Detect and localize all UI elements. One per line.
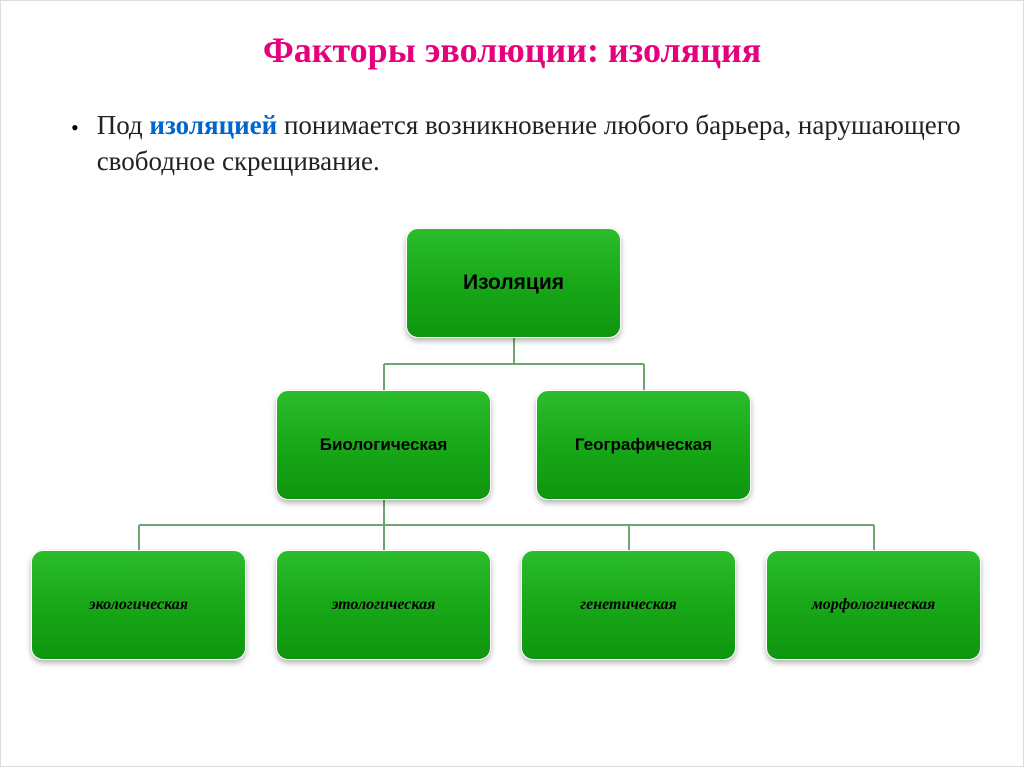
tree-node-label: генетическая bbox=[580, 596, 676, 614]
connector-line bbox=[384, 363, 644, 365]
tree-node-label: экологическая bbox=[89, 596, 188, 614]
tree-node-label: Изоляция bbox=[463, 271, 564, 295]
tree-node-bio: Биологическая bbox=[276, 390, 491, 500]
tree-node-root: Изоляция bbox=[406, 228, 621, 338]
tree-node-label: морфологическая bbox=[812, 596, 935, 614]
connector-line bbox=[628, 525, 630, 550]
tree-node-geo: Географическая bbox=[536, 390, 751, 500]
tree-node-label: этологическая bbox=[332, 596, 436, 614]
connector-line bbox=[513, 338, 515, 364]
connector-line bbox=[139, 524, 874, 526]
connector-line bbox=[643, 364, 645, 390]
tree-node-eco: экологическая bbox=[31, 550, 246, 660]
definition-text: Под изоляцией понимается возникновение л… bbox=[97, 107, 963, 180]
tree-node-label: Географическая bbox=[575, 435, 712, 455]
page-title: Факторы эволюции: изоляция bbox=[1, 1, 1023, 71]
tree-node-label: Биологическая bbox=[320, 435, 448, 455]
connector-line bbox=[383, 364, 385, 390]
connector-line bbox=[138, 525, 140, 550]
connector-line bbox=[873, 525, 875, 550]
definition-keyword: изоляцией bbox=[149, 110, 277, 140]
definition-pre: Под bbox=[97, 110, 150, 140]
connector-line bbox=[383, 525, 385, 550]
tree-node-mor: морфологическая bbox=[766, 550, 981, 660]
tree-node-gen: генетическая bbox=[521, 550, 736, 660]
bullet-dot: • bbox=[71, 113, 79, 143]
connector-line bbox=[383, 500, 385, 525]
tree-node-eto: этологическая bbox=[276, 550, 491, 660]
hierarchy-tree: Изоляция Биологическая Географическая эколо… bbox=[1, 200, 1023, 680]
definition-block: • Под изоляцией понимается возникновение… bbox=[1, 71, 1023, 180]
